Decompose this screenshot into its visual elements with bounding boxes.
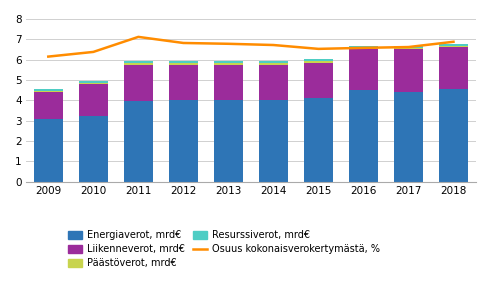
Bar (304, 61, 333, 63)
Bar (394, 48, 423, 50)
Bar (349, 48, 378, 50)
Bar (124, 65, 153, 101)
Bar (124, 61, 153, 63)
Legend: Energiaverot, mrd€, Liikenneverot, mrd€, Päästöverot, mrd€, Resurssiverot, mrd€,: Energiaverot, mrd€, Liikenneverot, mrd€,… (68, 230, 380, 268)
Bar (439, 89, 468, 182)
Bar (79, 84, 108, 116)
Bar (259, 65, 288, 100)
Bar (34, 91, 63, 92)
Bar (394, 46, 423, 48)
Bar (439, 46, 468, 47)
Bar (214, 63, 243, 65)
Bar (349, 50, 378, 90)
Bar (214, 65, 243, 100)
Bar (169, 65, 198, 100)
Bar (394, 50, 423, 92)
Bar (34, 89, 63, 91)
Bar (34, 92, 63, 119)
Bar (349, 46, 378, 48)
Bar (259, 61, 288, 63)
Bar (259, 100, 288, 182)
Bar (439, 47, 468, 89)
Bar (349, 90, 378, 182)
Bar (214, 100, 243, 182)
Bar (259, 63, 288, 65)
Bar (169, 100, 198, 182)
Bar (169, 61, 198, 63)
Bar (304, 59, 333, 61)
Bar (124, 63, 153, 65)
Bar (79, 83, 108, 84)
Bar (214, 61, 243, 63)
Bar (304, 63, 333, 98)
Bar (79, 116, 108, 182)
Bar (79, 81, 108, 83)
Bar (34, 119, 63, 182)
Bar (394, 92, 423, 182)
Bar (439, 44, 468, 46)
Bar (304, 98, 333, 182)
Bar (124, 101, 153, 182)
Bar (169, 63, 198, 65)
